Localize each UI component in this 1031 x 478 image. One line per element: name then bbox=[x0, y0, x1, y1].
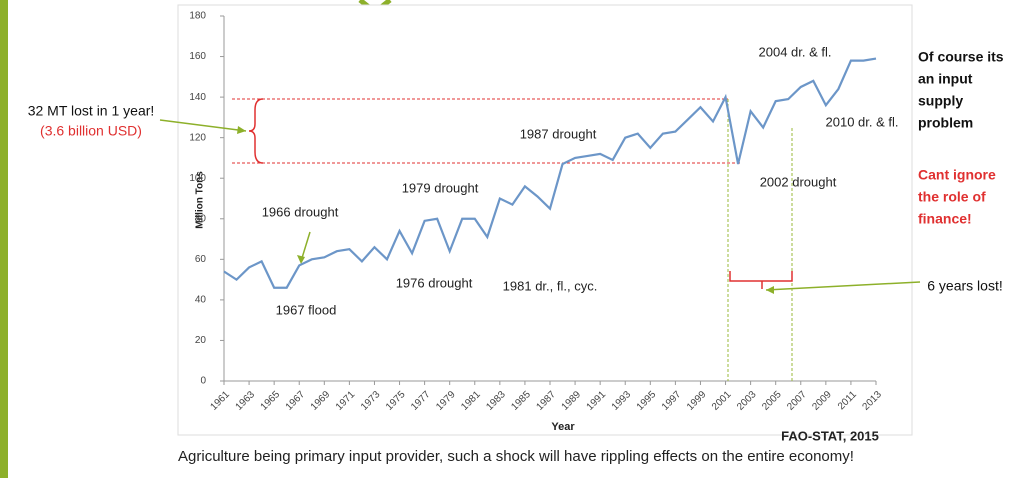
arrow-head bbox=[297, 255, 305, 264]
arrow-head bbox=[237, 126, 246, 134]
y-tick-label: 0 bbox=[200, 376, 206, 387]
annotation: 32 MT lost in 1 year! bbox=[28, 103, 155, 119]
arrow bbox=[301, 231, 311, 259]
y-tick-label: 160 bbox=[189, 51, 206, 62]
note: problem bbox=[918, 115, 973, 131]
annotation: 1966 drought bbox=[262, 204, 339, 219]
bracket bbox=[729, 271, 793, 289]
caption: Agriculture being primary input provider… bbox=[178, 448, 854, 465]
y-tick-label: 40 bbox=[195, 295, 207, 306]
y-tick-label: 100 bbox=[189, 173, 206, 184]
source: FAO-STAT, 2015 bbox=[781, 428, 879, 443]
chart-frame bbox=[177, 4, 913, 436]
annotation: 2010 dr. & fl. bbox=[826, 114, 899, 129]
annotation: 1976 drought bbox=[396, 275, 473, 290]
annotation: (3.6 billion USD) bbox=[40, 123, 142, 139]
bracket bbox=[248, 98, 264, 164]
y-tick-label: 20 bbox=[195, 335, 207, 346]
y-tick-label: 80 bbox=[195, 213, 207, 224]
note: an input bbox=[918, 71, 973, 87]
note: the role of bbox=[918, 189, 986, 205]
y-tick-label: 140 bbox=[189, 92, 206, 103]
annotation: 2004 dr. & fl. bbox=[759, 44, 832, 59]
annotation: 2002 drought bbox=[760, 174, 837, 189]
note: finance! bbox=[918, 211, 972, 227]
y-axis-label: Million Tons bbox=[195, 171, 206, 229]
arrow-head bbox=[766, 286, 774, 294]
annotation: 6 years lost! bbox=[927, 278, 1002, 294]
annotation: 1967 flood bbox=[276, 302, 337, 317]
y-tick-label: 60 bbox=[195, 254, 207, 265]
note: Cant ignore bbox=[918, 167, 996, 183]
arrow bbox=[159, 119, 247, 132]
side-bar bbox=[0, 0, 8, 478]
annotation: 1981 dr., fl., cyc. bbox=[503, 278, 598, 293]
note: Of course its bbox=[918, 49, 1004, 65]
arrow bbox=[765, 281, 921, 291]
y-tick-label: 180 bbox=[189, 11, 206, 22]
annotation: 1987 drought bbox=[520, 126, 597, 141]
y-tick-label: 120 bbox=[189, 132, 206, 143]
data-line bbox=[223, 57, 877, 289]
note: supply bbox=[918, 93, 963, 109]
x-axis-label: Year bbox=[551, 421, 575, 433]
annotation: 1979 drought bbox=[402, 180, 479, 195]
